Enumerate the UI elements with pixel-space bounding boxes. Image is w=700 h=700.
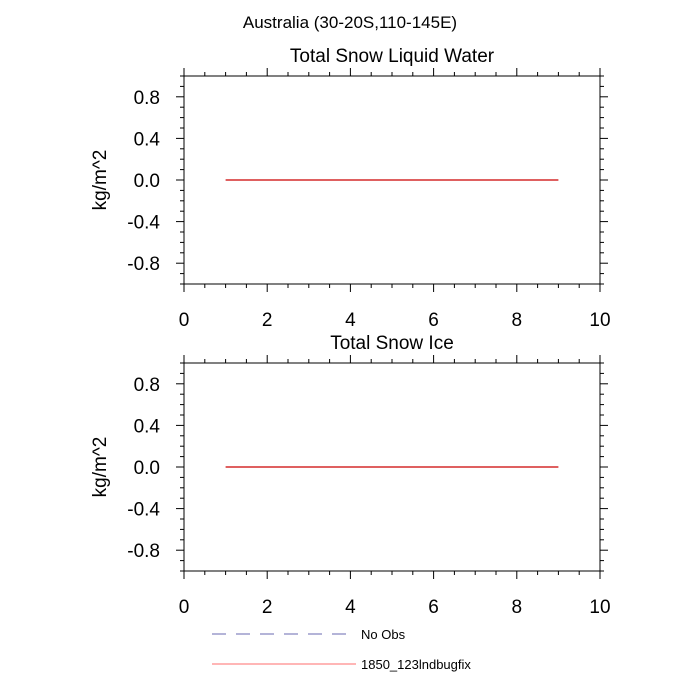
y-tick-label: 0.0 xyxy=(134,171,160,192)
y-tick-label: 0.0 xyxy=(134,458,160,479)
y-tick-label: 0.8 xyxy=(134,375,160,396)
y-tick-label: -0.4 xyxy=(127,500,160,521)
chart-panel-1: Total Snow Liquid Water 0 2 4 6 8 10 0.8 0.4 0.0 -… xyxy=(90,46,611,331)
legend: No Obs 1850_123lndbugfix xyxy=(212,627,471,672)
chart-title: Total Snow Liquid Water xyxy=(290,46,495,67)
x-tick-label: 10 xyxy=(589,597,610,618)
chart-title: Total Snow Ice xyxy=(330,333,454,354)
y-tick-label: 0.4 xyxy=(134,129,161,150)
x-tick-label: 6 xyxy=(428,310,439,331)
x-tick-label: 2 xyxy=(262,597,273,618)
x-tick-label: 6 xyxy=(428,597,439,618)
chart-panels: Total Snow Liquid Water 0 2 4 6 8 10 0.8 0.4 0.0 -… xyxy=(90,46,611,618)
y-tick-label: 0.8 xyxy=(134,88,160,109)
legend-label-2: 1850_123lndbugfix xyxy=(361,657,471,672)
y-tick-label: -0.8 xyxy=(127,254,160,275)
y-tick-label: 0.4 xyxy=(134,416,161,437)
x-tick-label: 0 xyxy=(179,597,190,618)
x-tick-label: 2 xyxy=(262,310,273,331)
x-tick-label: 4 xyxy=(345,310,356,331)
legend-label-1: No Obs xyxy=(361,627,406,642)
y-tick-label: -0.8 xyxy=(127,541,160,562)
chart-panel-2: Total Snow Ice 0 2 4 6 8 10 0.8 0.4 0.0 -0.4 -0.8 kg… xyxy=(90,333,611,618)
x-tick-label: 4 xyxy=(345,597,356,618)
y-tick-label: -0.4 xyxy=(127,213,160,234)
figure-title: Australia (30-20S,110-145E) xyxy=(243,13,457,32)
x-tick-label: 8 xyxy=(512,597,523,618)
x-tick-label: 10 xyxy=(589,310,610,331)
x-tick-label: 8 xyxy=(512,310,523,331)
x-tick-label: 0 xyxy=(179,310,190,331)
y-axis-label: kg/m^2 xyxy=(90,150,111,211)
y-axis-label: kg/m^2 xyxy=(90,437,111,498)
